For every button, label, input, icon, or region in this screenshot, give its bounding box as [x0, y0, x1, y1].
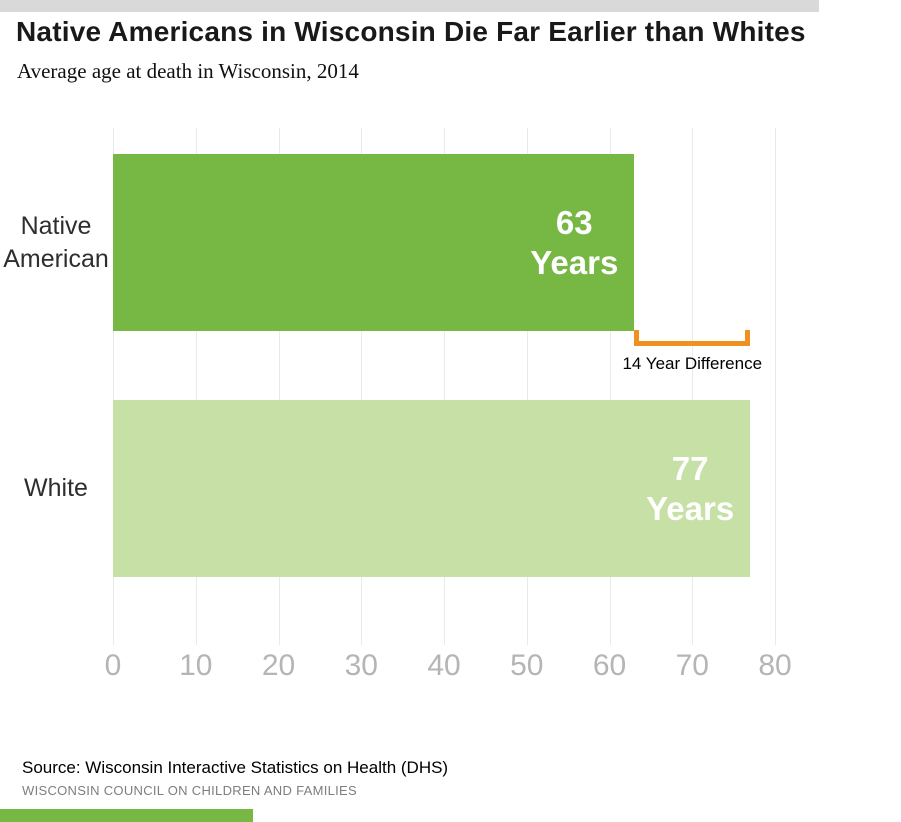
- x-tick-label-30: 30: [344, 649, 378, 682]
- x-tick-label-70: 70: [675, 649, 709, 682]
- plot-area: 63 Years 77 Years 14 Year Difference: [113, 128, 776, 645]
- x-tick-label-80: 80: [758, 649, 792, 682]
- bar-value-unit: Years: [530, 243, 619, 281]
- x-tick-label-20: 20: [261, 649, 296, 682]
- x-tick-label-10: 10: [179, 649, 213, 682]
- gridline-x-20: [278, 128, 280, 645]
- gridline-x-60: [609, 128, 611, 645]
- chart-subtitle: Average age at death in Wisconsin, 2014: [17, 59, 359, 83]
- gridline-x-0: [113, 128, 114, 645]
- gridline-x-30: [361, 128, 363, 645]
- x-tick-label-0: 0: [104, 649, 122, 682]
- bar-value-label-native-american: 63 Years: [530, 202, 618, 283]
- x-tick-label-40: 40: [427, 649, 461, 682]
- x-tick-label-60: 60: [592, 649, 627, 682]
- bar-value-unit: Years: [646, 489, 735, 527]
- x-axis-tick-labels: 0 10 20 30 40 50 60 70 80: [105, 649, 792, 689]
- category-label-white: White: [24, 474, 88, 503]
- bar-value-number: 77: [671, 449, 709, 487]
- organization-text: WISCONSIN COUNCIL ON CHILDREN AND FAMILI…: [22, 783, 357, 798]
- chart-title: Native Americans in Wisconsin Die Far Ea…: [16, 16, 806, 47]
- category-label-native-american: Native American: [3, 212, 109, 273]
- gridline-x-10: [195, 128, 197, 645]
- difference-annotation-label: 14 Year Difference: [622, 354, 763, 373]
- source-text: Source: Wisconsin Interactive Statistics…: [22, 758, 449, 777]
- gridline-x-40: [444, 128, 445, 645]
- bar-value-number: 63: [555, 203, 593, 241]
- difference-bracket: [634, 330, 751, 346]
- bottom-accent-strip: [0, 809, 253, 822]
- gridline-x-50: [526, 128, 528, 645]
- bar-value-label-white: 77 Years: [646, 448, 734, 529]
- gridline-x-80: [775, 128, 776, 645]
- x-tick-label-50: 50: [510, 649, 544, 682]
- bar-white: 77 Years: [113, 400, 751, 577]
- bar-native-american: 63 Years: [113, 154, 635, 331]
- top-accent-strip: [0, 0, 819, 12]
- gridline-x-70: [692, 128, 694, 645]
